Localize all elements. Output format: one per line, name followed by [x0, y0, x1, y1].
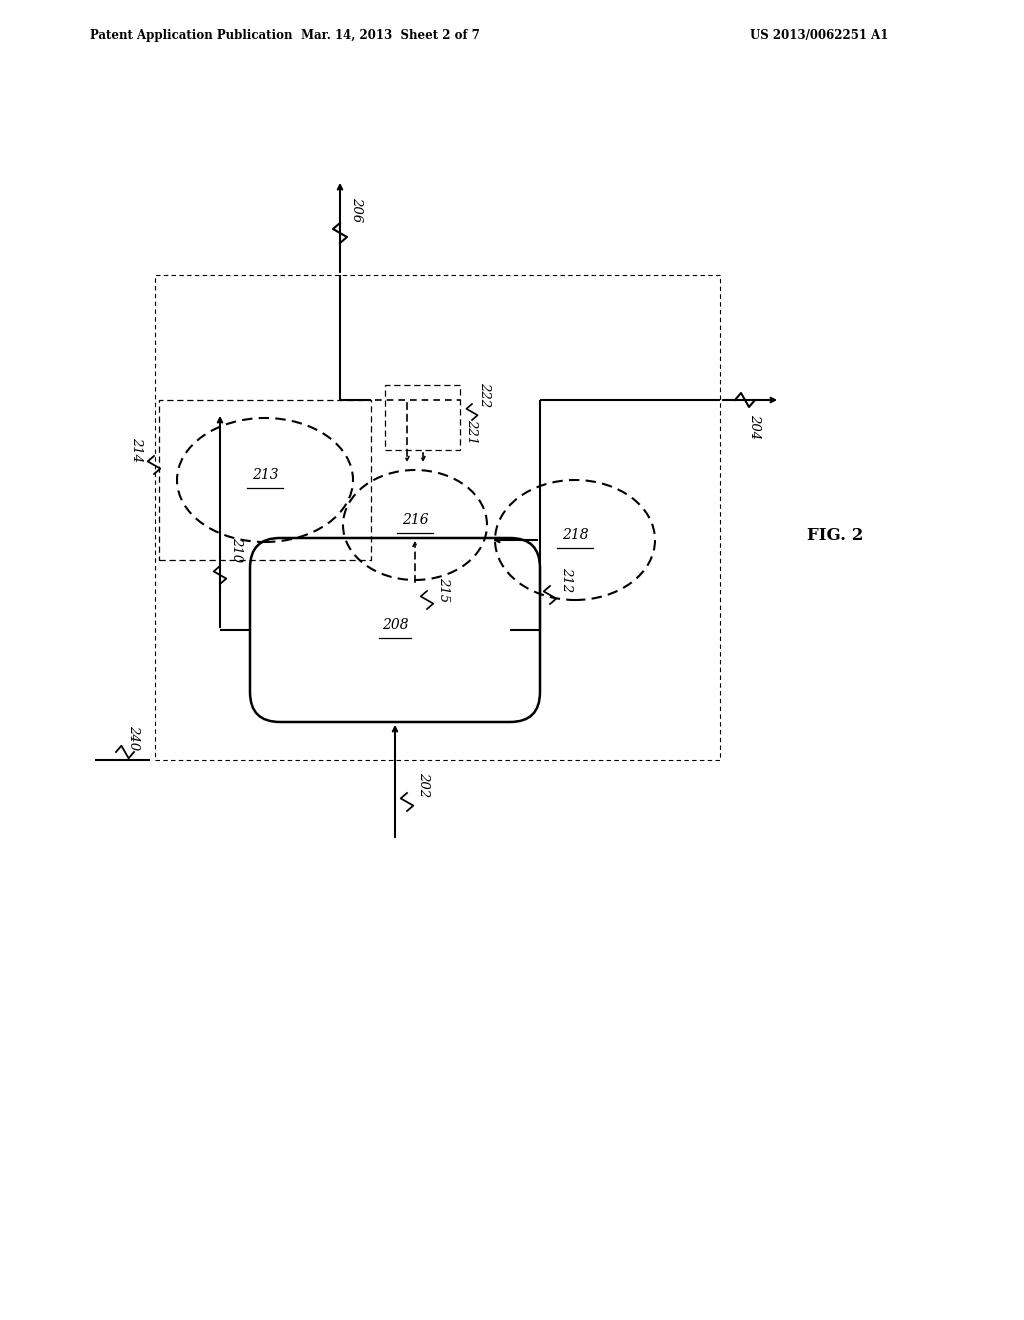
Text: 204: 204	[748, 414, 761, 440]
Text: 221: 221	[465, 420, 478, 445]
Text: 215: 215	[437, 577, 450, 602]
Text: 213: 213	[252, 469, 279, 482]
Text: 218: 218	[562, 528, 589, 543]
Text: 212: 212	[560, 568, 573, 593]
Text: 216: 216	[401, 513, 428, 527]
Text: 210: 210	[230, 537, 243, 562]
Bar	[155, 275, 720, 760]
Text: FIG. 2: FIG. 2	[807, 527, 863, 544]
Text: 240: 240	[127, 726, 140, 751]
Text: US 2013/0062251 A1: US 2013/0062251 A1	[750, 29, 889, 41]
Text: 202: 202	[417, 772, 430, 797]
Text: 208: 208	[382, 618, 409, 632]
Text: 206: 206	[350, 198, 362, 223]
Bar	[159, 400, 371, 560]
Text: Mar. 14, 2013  Sheet 2 of 7: Mar. 14, 2013 Sheet 2 of 7	[301, 29, 479, 41]
Bar	[385, 385, 460, 450]
Text: 214: 214	[130, 437, 143, 462]
Text: 222: 222	[478, 383, 490, 408]
Text: Patent Application Publication: Patent Application Publication	[90, 29, 293, 41]
